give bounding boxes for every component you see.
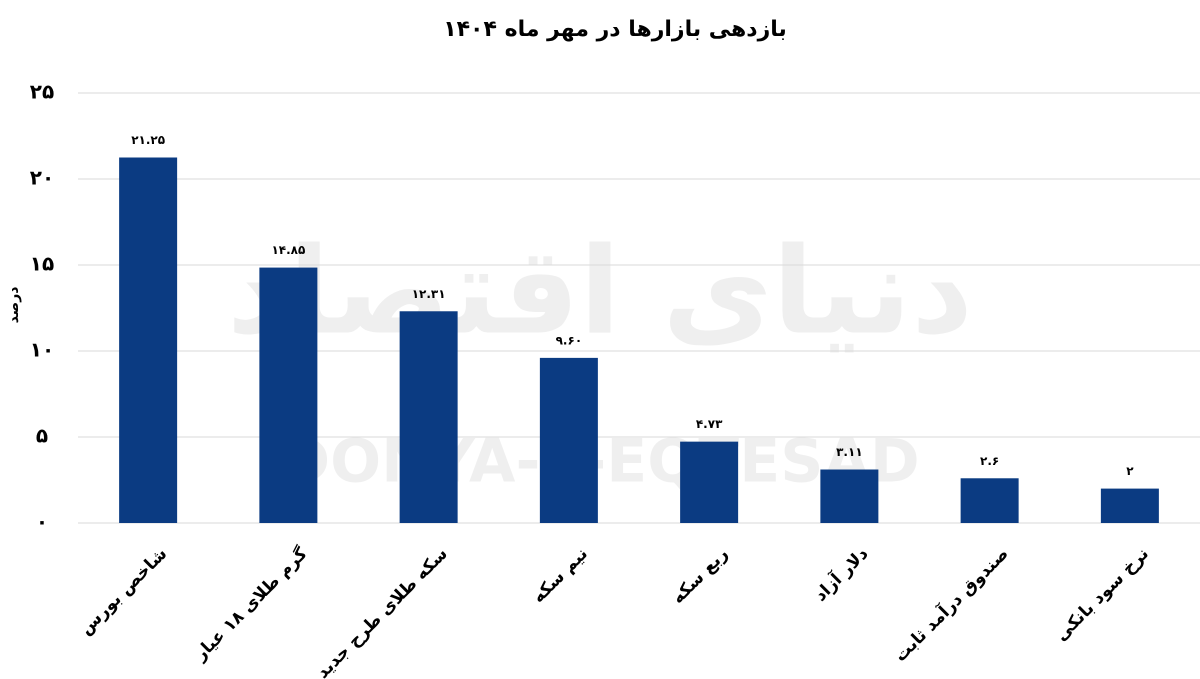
bar (960, 478, 1019, 523)
data-label: ۴.۷۳ (696, 417, 723, 431)
data-label: ۲ (1126, 464, 1134, 478)
y-axis-label: درصد (6, 287, 22, 324)
y-tick-label: ۰ (36, 510, 48, 534)
x-tick-label: نیم سکه (529, 544, 592, 607)
data-label: ۱۲.۳۱ (412, 287, 446, 301)
x-tick-label: نرخ سود بانکی (1052, 544, 1153, 645)
y-tick-label: ۲۵ (30, 80, 54, 104)
y-tick-label: ۱۵ (30, 252, 54, 276)
y-tick-label: ۵ (36, 424, 48, 448)
data-label: ۲۱.۲۵ (131, 133, 165, 147)
data-label: ۳.۱۱ (836, 445, 863, 459)
bar (259, 267, 318, 523)
x-tick-label: سکه طلای طرح جدید (313, 544, 452, 679)
bar (399, 311, 458, 523)
y-tick-label: ۱۰ (30, 338, 54, 362)
x-tick-label: دلار آزاد (809, 542, 872, 605)
watermark: DONYA-E-EQTESAD (280, 427, 919, 497)
data-label: ۱۴.۸۵ (271, 243, 305, 257)
data-label: ۲.۶ (980, 454, 999, 468)
data-label: ۹.۶۰ (556, 333, 583, 347)
bar (1100, 488, 1159, 523)
bar (119, 157, 178, 523)
x-tick-label: صندوق درآمد ثابت (889, 543, 1012, 666)
bar (539, 357, 598, 523)
y-tick-label: ۲۰ (30, 166, 54, 190)
x-tick-label: ربع سکه (668, 544, 732, 608)
bar (820, 469, 879, 523)
watermark: دنیای اقتصاد (227, 223, 973, 362)
bar (680, 441, 739, 523)
x-tick-label: گرم طلای ۱۸ عیار (189, 543, 311, 665)
chart-title: بازدهی بازارها در مهر ماه ۱۴۰۴ (443, 17, 787, 42)
x-tick-label: شاخص بورس (76, 544, 171, 639)
